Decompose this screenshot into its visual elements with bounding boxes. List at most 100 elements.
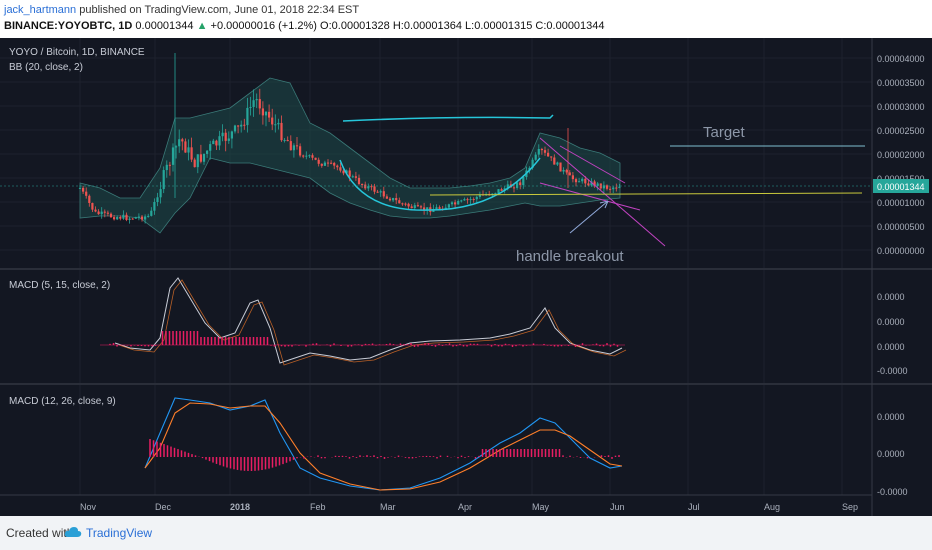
- published-text: published on TradingView.com, June 01, 2…: [79, 4, 360, 16]
- breakout-label: handle breakout: [516, 248, 624, 265]
- breakout-arrow: [569, 200, 609, 234]
- macd2-signal: [144, 402, 623, 491]
- candle-body: [308, 155, 311, 157]
- candle-body: [345, 170, 348, 174]
- candle-body: [454, 202, 457, 205]
- candle-body: [571, 175, 574, 180]
- candle-body: [382, 191, 385, 197]
- candle-body: [249, 106, 252, 108]
- macd1-signal: [118, 279, 627, 366]
- candle-body: [537, 149, 540, 155]
- candle-body: [206, 150, 209, 154]
- candle-body: [584, 178, 587, 184]
- close-label: C:: [535, 20, 547, 32]
- candle-body: [94, 209, 97, 212]
- candle-body: [354, 176, 357, 178]
- author-link[interactable]: jack_hartmann: [4, 4, 77, 16]
- candle-body: [224, 132, 227, 141]
- candle-body: [581, 178, 584, 182]
- candle-body: [348, 170, 351, 177]
- candle-body: [379, 191, 382, 193]
- candle-body: [556, 162, 559, 165]
- candle-body: [512, 187, 516, 189]
- candle-body: [311, 155, 314, 158]
- candle-body: [457, 200, 460, 205]
- price-tick: 0.00003000: [877, 102, 925, 112]
- candle-body: [274, 124, 277, 126]
- candle-body: [618, 186, 621, 188]
- macd2-axis: 0.0000 0.0000 -0.0000: [877, 412, 908, 497]
- candle-body: [302, 155, 305, 157]
- tradingview-link[interactable]: TradingView: [86, 526, 153, 540]
- candle-body: [140, 216, 144, 220]
- candle-body: [97, 211, 100, 215]
- candle-body: [144, 216, 147, 220]
- macd2-line: [144, 397, 623, 491]
- candle-body: [609, 188, 612, 190]
- price-tick: 0.00000500: [877, 222, 925, 232]
- high-value: 0.00001364: [403, 20, 462, 32]
- candle-body: [212, 140, 215, 145]
- candle-body: [113, 217, 116, 220]
- candle-body: [506, 184, 509, 189]
- candle-body: [388, 198, 392, 201]
- candle-body: [286, 139, 289, 142]
- candle-body: [209, 144, 212, 151]
- candle-body: [615, 187, 618, 189]
- chart-svg[interactable]: Target handle breakout YOYO / Bitcoin, 1…: [0, 38, 932, 516]
- candle-body: [410, 206, 413, 209]
- price-change: +0.00000016 (+1.2%): [210, 20, 317, 32]
- candle-body: [271, 117, 274, 125]
- candle-body: [119, 217, 122, 219]
- candle-body: [128, 218, 131, 220]
- handle-trendline-upper: [539, 137, 666, 247]
- price-tick: 0.00000000: [877, 246, 925, 256]
- price-tick: 0.00002500: [877, 126, 925, 136]
- price-tick: 0.00003500: [877, 78, 925, 88]
- candle-body: [280, 122, 283, 141]
- macd1-tick: 0.0000: [877, 292, 905, 302]
- candle-body: [562, 169, 565, 172]
- chart-canvas[interactable]: Target handle breakout YOYO / Bitcoin, 1…: [0, 38, 932, 516]
- candle-body: [116, 217, 119, 220]
- candle-body: [199, 154, 202, 162]
- candle-body: [333, 162, 336, 166]
- candle-body: [237, 125, 240, 127]
- candle-body: [543, 150, 547, 153]
- candle-body: [398, 200, 401, 204]
- candle-body: [416, 205, 419, 207]
- candle-body: [447, 204, 450, 208]
- candle-body: [376, 191, 379, 193]
- candle-body: [299, 146, 302, 156]
- candle-body: [596, 183, 599, 186]
- candle-body: [243, 124, 246, 126]
- footer: Created with TradingView: [0, 516, 932, 550]
- candle-body: [404, 203, 407, 205]
- candle-body: [361, 183, 364, 185]
- time-tick: Nov: [80, 502, 97, 512]
- candle-body: [181, 139, 184, 142]
- candle-body: [137, 216, 140, 218]
- price-tick: 0.00004000: [877, 54, 925, 64]
- candle-body: [171, 147, 175, 165]
- candle-body: [147, 215, 150, 217]
- candle-body: [292, 145, 295, 151]
- candle-body: [240, 124, 243, 127]
- cup-rim-line: [342, 114, 554, 122]
- candle-body: [187, 147, 190, 153]
- macd2-tick: -0.0000: [877, 487, 908, 497]
- publisher-line: jack_hartmann published on TradingView.c…: [4, 4, 359, 16]
- candle-body: [85, 191, 88, 196]
- candle-body: [168, 164, 171, 166]
- time-axis: Nov Dec 2018 Feb Mar Apr May Jun Jul Aug…: [80, 502, 858, 512]
- candle-body: [602, 185, 605, 189]
- candle-body: [323, 162, 326, 166]
- time-tick: 2018: [230, 502, 250, 512]
- candle-body: [574, 179, 578, 183]
- handle-trendline-lower: [539, 182, 641, 211]
- tradingview-cloud-icon[interactable]: [64, 525, 82, 539]
- price-tick: 0.00001000: [877, 198, 925, 208]
- macd1-title: MACD (5, 15, close, 2): [9, 280, 110, 291]
- candle-body: [134, 217, 137, 219]
- candle-body: [100, 211, 103, 215]
